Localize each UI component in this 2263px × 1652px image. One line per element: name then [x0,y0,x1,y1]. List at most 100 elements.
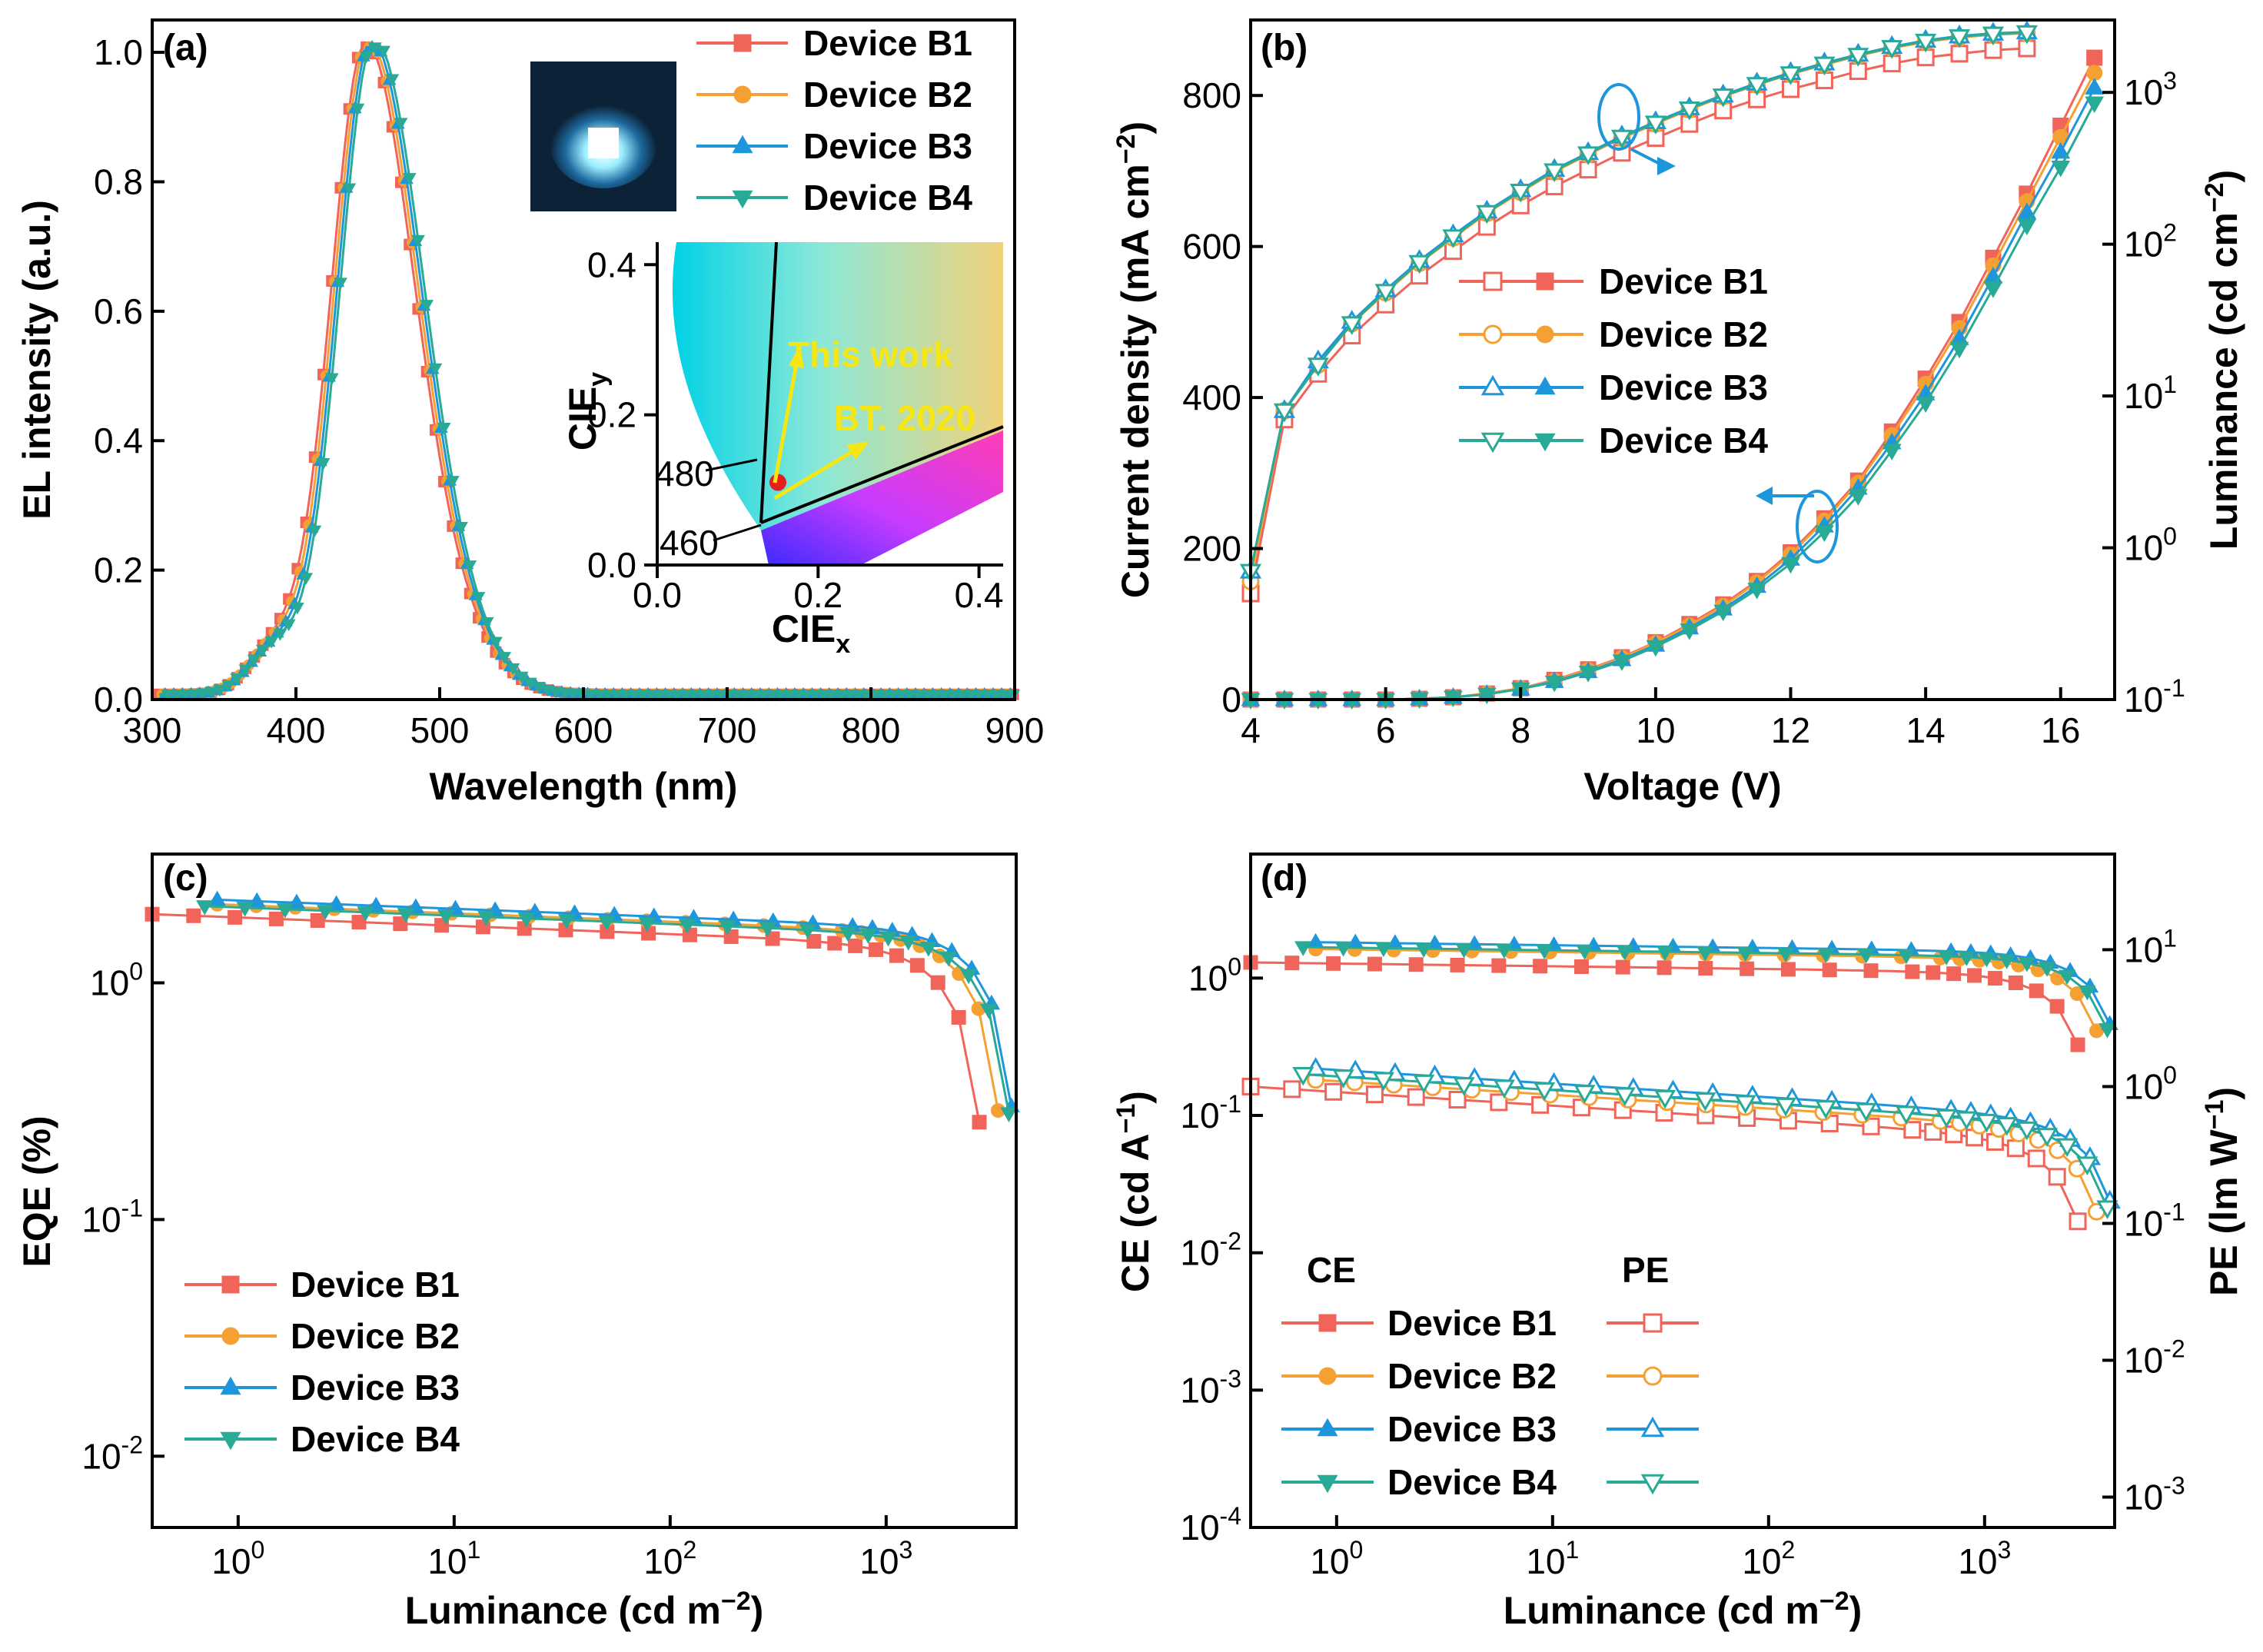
panel-a-legend: Device B1 Device B2 Device B3 Device B4 [696,23,972,218]
data-point [454,521,468,534]
current-density-point [2085,96,2105,114]
panel-c-label: (c) [163,858,208,899]
legend-label: Device B1 [803,23,972,63]
x-tick-label: 600 [554,710,613,750]
eqe-point [557,914,576,929]
ce-point [1573,959,1589,974]
data-point [954,690,969,702]
data-point [773,690,788,702]
ce-point [1978,952,1995,968]
current-density-point [1916,396,1936,413]
data-point [713,690,727,702]
data-point [704,690,719,702]
pe-point [1855,1102,1877,1122]
pe-point [1413,1074,1435,1094]
ce-point [1776,947,1795,962]
luminance-point [1442,229,1464,248]
this-work-arrow [773,359,799,484]
inset-y-tick-label: 0.0 [587,545,636,585]
eqe-point [879,931,897,947]
panel-c-frame [151,853,1018,1529]
ce-point [1535,944,1554,959]
legend-marker-filled [1536,325,1554,344]
ce-point [1374,942,1393,958]
eqe-point [759,922,776,938]
ce-point [1740,961,1755,976]
eqe-point [869,942,884,957]
ce-point [1347,933,1364,949]
data-point [643,690,658,702]
data-point [799,690,813,702]
panel-d-xlabel: Luminance (cd m−2) [1504,1587,1863,1632]
data-point [299,573,314,585]
data-point [756,690,770,702]
data-point [808,690,822,702]
data-point [445,476,460,488]
data-point [894,690,909,702]
x-tick-label: 103 [1958,1536,2011,1581]
luminance-indicator-arrowhead [1657,157,1676,175]
eqe-point [268,911,284,926]
ce-point [1657,960,1672,976]
eqe-point [980,1004,998,1019]
current-density-point [2086,49,2103,66]
eqe-point [799,924,817,939]
y-tick-label: 800 [1182,75,1241,115]
panel-d-series [1241,932,2121,1231]
ce-point [1294,941,1312,956]
luminance-point [1273,403,1295,423]
ce-point [1736,946,1754,962]
eqe-point [919,941,938,957]
legend-label: Device B1 [1599,261,1768,301]
data-point [610,690,623,702]
eqe-point [930,975,945,990]
luminance-indicator-ellipse [1597,83,1640,151]
eqe-point [357,906,374,922]
ce-point [2038,962,2056,977]
ce-point [1615,959,1630,975]
y-tick-label: 200 [1182,529,1241,569]
eqe-point [437,909,455,925]
ce-point [1495,943,1514,959]
current-density-point [2085,78,2105,95]
data-point [273,629,287,641]
legend-label: Device B2 [1599,314,1768,354]
y2-tick-label: 10-1 [2124,1198,2185,1243]
x-tick-label: 16 [2041,710,2080,750]
current-density-point [1781,557,1800,574]
data-point [471,592,486,604]
pe-point [1774,1097,1797,1117]
current-indicator-arrowhead [1756,487,1773,505]
ce-point [1533,959,1548,974]
pe-point [1448,1090,1467,1109]
legend-label: Device B1 [291,1265,460,1305]
eqe-point [393,916,408,932]
ce-point [1817,948,1835,963]
y2-tick-label: 10-3 [2124,1472,2185,1517]
ce-point [1780,962,1796,977]
data-point [687,690,701,702]
current-density-point [2051,141,2071,159]
ce-point [1284,956,1300,971]
data-point [497,652,512,664]
panel-c: Device B1 Device B2 Device B3 Device B4 100… [15,853,1020,1632]
pe-point [2096,1200,2118,1219]
ce-point [1998,954,2015,969]
legend-marker [733,85,752,104]
pe-point [2006,1139,2025,1158]
panel-c-series [145,890,1020,1130]
ce-point [1307,932,1324,949]
series-device-b4 [196,900,1018,1123]
device-photo [530,61,676,211]
legend-header-pe: PE [1622,1250,1669,1290]
y-tick-label: 10-2 [1180,1228,1241,1273]
x-tick-label: 400 [267,710,326,750]
current-density-point [1747,583,1766,600]
pe-point [2035,1128,2059,1147]
panel-d-frame [1249,853,2116,1529]
data-point [678,690,693,702]
pe-point [1895,1105,1918,1125]
inset-ticks: 0.0 0.2 0.4 0.0 0.2 0.4 [587,244,1004,615]
panel-a-ylabel: EL intensity (a.u.) [15,200,58,520]
eqe-point [889,948,904,963]
